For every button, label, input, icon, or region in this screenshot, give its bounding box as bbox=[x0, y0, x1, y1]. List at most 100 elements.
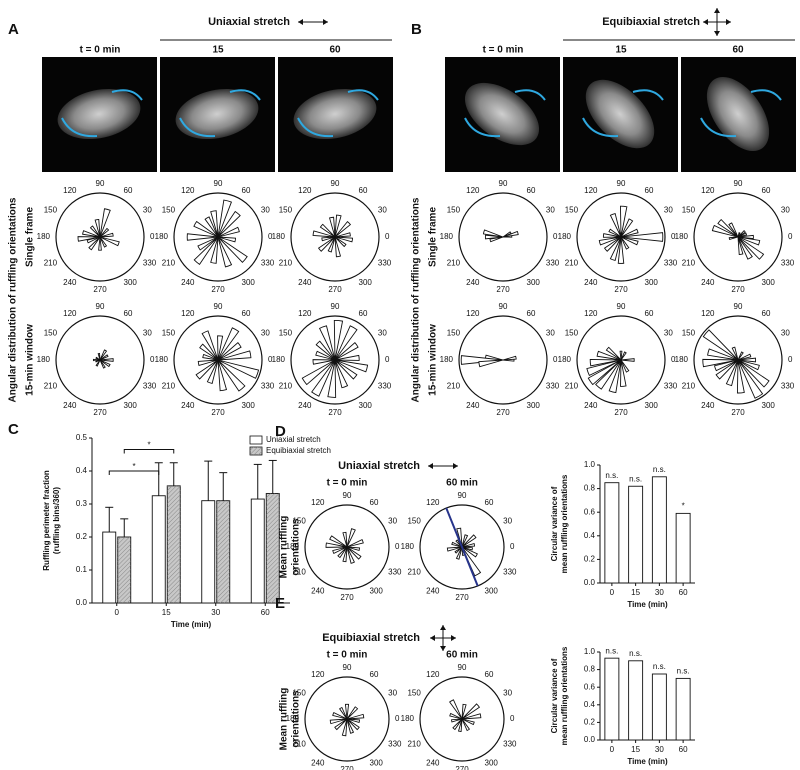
polar-label: 330 bbox=[546, 259, 560, 268]
rose-petal bbox=[461, 713, 482, 720]
significance-label: n.s. bbox=[653, 662, 666, 671]
polar-label: 240 bbox=[701, 401, 715, 410]
column-label: t = 0 min bbox=[483, 45, 524, 56]
rose-petal bbox=[334, 718, 348, 731]
polar-label: 0 bbox=[395, 542, 400, 551]
rose-petal bbox=[334, 359, 369, 373]
row-label: 15-min window bbox=[25, 324, 36, 396]
rose-petal bbox=[454, 546, 463, 554]
panel-letter: C bbox=[8, 421, 19, 438]
legend-label: Uniaxial stretch bbox=[266, 435, 321, 444]
polar-label: 210 bbox=[292, 568, 306, 577]
polar-frame bbox=[55, 192, 145, 282]
y-tick-label: 0.0 bbox=[76, 598, 88, 607]
y-axis-label: Ruffling perimeter fraction bbox=[42, 470, 51, 571]
rose-petal bbox=[342, 546, 348, 563]
polar-label: 120 bbox=[311, 670, 325, 679]
rose-petal bbox=[341, 718, 348, 737]
polar-label: 0 bbox=[510, 714, 515, 723]
polar-label: 0 bbox=[788, 355, 793, 364]
polar-label: 90 bbox=[734, 302, 743, 311]
rose-petal bbox=[725, 359, 739, 387]
x-axis-label: Time (min) bbox=[627, 757, 668, 766]
column-label: 60 bbox=[732, 45, 744, 56]
rose-petal bbox=[619, 350, 623, 361]
polar-label: 330 bbox=[261, 259, 275, 268]
y-tick-label: 0.3 bbox=[76, 499, 88, 508]
rose-petal bbox=[210, 210, 219, 238]
rose-petal bbox=[99, 354, 109, 361]
rose-petal bbox=[217, 327, 240, 361]
rose-petal bbox=[346, 713, 365, 720]
cell-image bbox=[464, 82, 540, 146]
rose-petal bbox=[603, 236, 622, 252]
polar-label: 60 bbox=[762, 186, 771, 195]
polar-label: 30 bbox=[261, 329, 270, 338]
ruffle-outline bbox=[61, 89, 143, 138]
rose-petal bbox=[717, 218, 739, 238]
polar-label: 150 bbox=[279, 206, 293, 215]
polar-label: 90 bbox=[458, 491, 467, 500]
significance-label: n.s. bbox=[629, 649, 642, 658]
legend-hatch bbox=[250, 447, 262, 455]
polar-label: 150 bbox=[565, 329, 579, 338]
polar-label: 270 bbox=[328, 285, 342, 294]
rose-petal bbox=[321, 236, 336, 242]
polar-label: 180 bbox=[286, 542, 300, 551]
polar-label: 30 bbox=[503, 689, 512, 698]
polar-label: 90 bbox=[617, 179, 626, 188]
column-label: 15 bbox=[615, 45, 627, 56]
rose-petal bbox=[197, 359, 219, 367]
rose-petal bbox=[451, 718, 463, 723]
polar-label: 270 bbox=[93, 285, 107, 294]
row-label: Mean ruffling bbox=[279, 516, 290, 579]
rose-petal bbox=[217, 359, 260, 379]
polar-label: 0 bbox=[671, 355, 676, 364]
polar-label: 30 bbox=[546, 329, 555, 338]
bar bbox=[102, 531, 117, 604]
rose-petal bbox=[715, 359, 739, 380]
polar-label: 0 bbox=[385, 232, 390, 241]
polar-label: 120 bbox=[298, 309, 312, 318]
polar-label: 0 bbox=[788, 232, 793, 241]
polar-label: 270 bbox=[340, 765, 354, 770]
polar-label: 30 bbox=[781, 206, 790, 215]
polar-frame bbox=[290, 192, 380, 282]
y-tick-label: 0.5 bbox=[76, 433, 88, 442]
bar bbox=[651, 476, 667, 584]
polar-label: 30 bbox=[503, 517, 512, 526]
polar-label: 120 bbox=[701, 186, 715, 195]
polar-label: 60 bbox=[370, 498, 379, 507]
rose-petal bbox=[461, 546, 478, 558]
polar-frame bbox=[419, 504, 505, 590]
rose-petal bbox=[334, 325, 358, 361]
rose-petal bbox=[460, 355, 504, 365]
rose-petal bbox=[195, 359, 219, 380]
rose-petal bbox=[728, 236, 739, 240]
polar-label: 240 bbox=[63, 278, 77, 287]
polar-label: 0 bbox=[395, 714, 400, 723]
rose-petal bbox=[346, 718, 361, 724]
polar-label: 240 bbox=[63, 401, 77, 410]
rose-petal bbox=[461, 703, 481, 720]
rose-petal bbox=[620, 358, 635, 362]
rose-petal bbox=[346, 718, 355, 734]
rose-petal bbox=[457, 718, 463, 733]
cell-image bbox=[706, 76, 770, 152]
polar-label: 240 bbox=[426, 758, 440, 767]
row-label: orientations bbox=[291, 518, 302, 576]
rose-petal bbox=[315, 350, 336, 361]
rose-petal bbox=[333, 319, 344, 361]
y-tick-label: 0.2 bbox=[584, 555, 596, 564]
rose-petal bbox=[334, 359, 349, 389]
polar-frame bbox=[458, 192, 548, 282]
significance-label: * bbox=[147, 441, 150, 450]
rose-petal bbox=[605, 346, 622, 361]
significance-bracket bbox=[123, 449, 175, 454]
bar bbox=[675, 512, 691, 584]
rose-petal bbox=[99, 232, 114, 238]
rose-petal bbox=[502, 355, 517, 361]
polar-label: 0 bbox=[671, 232, 676, 241]
rose-petal bbox=[342, 531, 348, 548]
rose-petal bbox=[620, 218, 634, 238]
